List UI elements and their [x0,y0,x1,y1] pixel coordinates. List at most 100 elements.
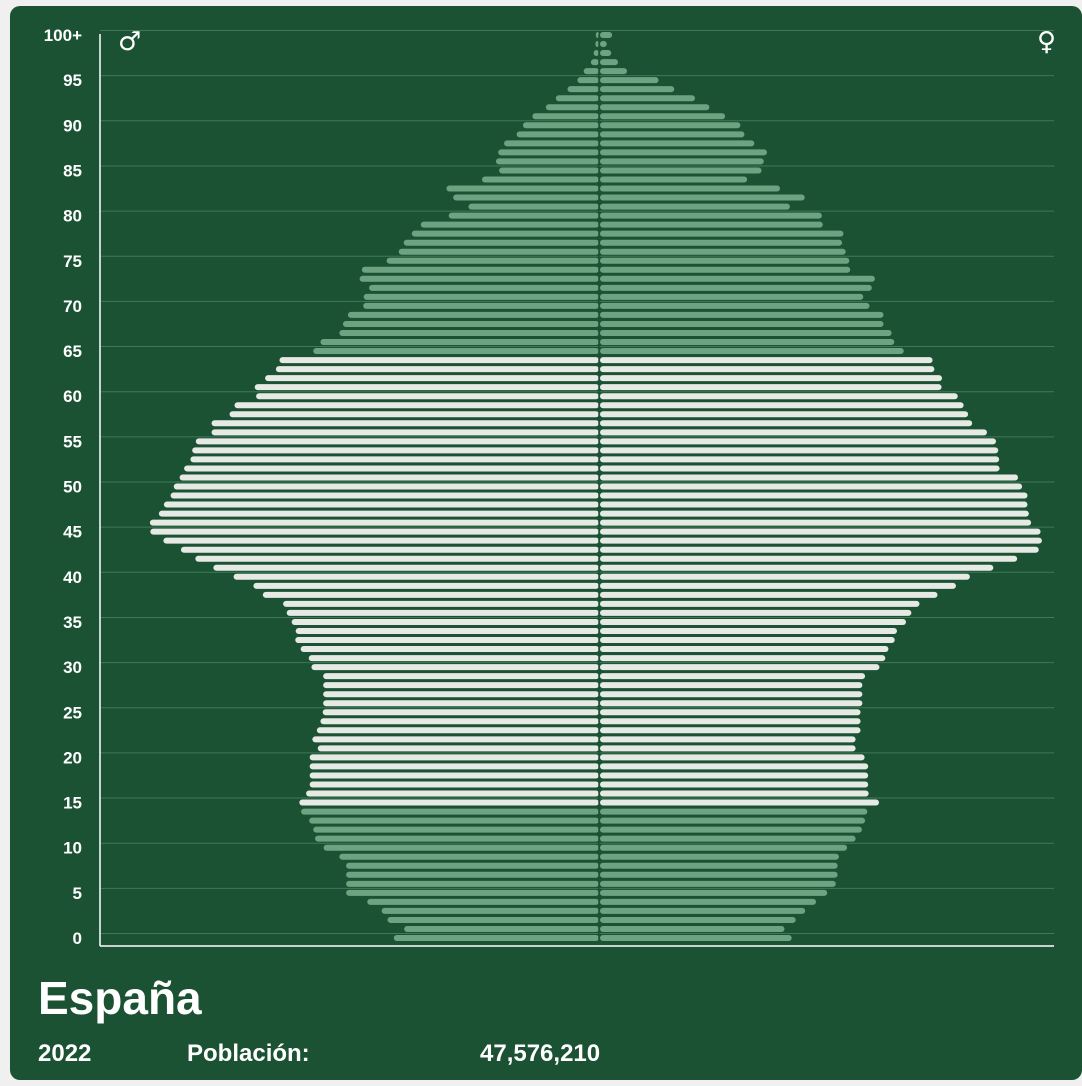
male-bar-age-75 [386,257,599,264]
female-bar-age-16 [600,790,869,797]
male-bar-age-76 [398,248,599,255]
male-bar-age-9 [339,853,599,860]
male-bar-age-51 [179,474,599,481]
female-bar-age-23 [600,727,861,734]
female-bar-age-32 [600,646,889,653]
age-tick-label-50: 50 [63,478,82,497]
male-bar-age-20 [309,754,599,761]
female-bar-age-39 [600,582,956,589]
female-bar-age-81 [600,203,790,210]
male-bar-age-47 [158,510,599,517]
male-bar-age-3 [381,907,599,914]
female-bar-age-91 [600,113,726,120]
male-bar-age-34 [295,627,599,634]
male-bar-age-87 [498,149,599,156]
male-bar-age-81 [468,203,599,210]
female-bar-age-3 [600,907,806,914]
male-bar-age-94 [567,86,599,93]
male-bar-age-33 [295,637,599,644]
age-tick-label-30: 30 [63,658,82,677]
male-bar-age-65 [313,348,599,355]
male-bar-age-8 [346,862,599,869]
female-bar-age-71 [600,293,864,300]
male-bar-age-18 [309,772,599,779]
male-bar-age-86 [495,158,599,165]
age-tick-label-20: 20 [63,748,82,767]
population-value: 47,576,210 [480,1040,601,1067]
female-bar-age-33 [600,637,895,644]
male-bar-age-55 [195,438,600,445]
male-bar-age-46 [149,519,599,526]
male-bar-age-39 [253,582,599,589]
female-bar-age-68 [600,320,884,327]
male-bar-age-7 [346,871,599,878]
male-bar-age-79 [420,221,599,228]
male-bar-age-27 [323,691,599,698]
male-bar-age-68 [342,320,599,327]
age-tick-label-95: 95 [63,71,82,90]
male-bar-age-72 [369,284,599,291]
male-bar-age-13 [309,817,599,824]
male-bar-age-80 [448,212,599,219]
male-bar-age-99 [595,41,599,48]
female-bar-age-70 [600,302,870,309]
female-bar-age-96 [600,68,627,75]
male-bar-age-10 [323,844,599,851]
male-bar-age-45 [150,528,599,535]
female-bar-age-27 [600,691,863,698]
female-bar-age-13 [600,817,866,824]
female-bar-age-85 [600,167,762,174]
female-bar-age-24 [600,718,861,725]
female-bar-age-9 [600,853,839,860]
male-bar-age-41 [213,564,599,571]
age-tick-label-90: 90 [63,116,82,135]
female-bar-age-69 [600,311,884,318]
male-bar-age-35 [291,618,599,625]
female-bar-age-76 [600,248,846,255]
female-bar-age-64 [600,357,933,364]
female-bar-age-37 [600,600,920,607]
male-bar-age-31 [308,655,599,662]
female-bar-age-94 [600,86,675,93]
female-bar-age-0 [600,935,792,941]
female-bar-age-75 [600,257,850,264]
female-bar-age-72 [600,284,872,291]
female-bar-age-98 [600,50,612,57]
male-bar-age-42 [195,555,599,562]
female-bar-age-29 [600,673,866,680]
female-bar-age-59 [600,402,964,409]
male-bar-age-74 [361,266,599,273]
female-bar-age-12 [600,826,862,833]
female-bar-age-47 [600,510,1029,517]
male-bar-age-92 [545,104,599,111]
male-bar-age-29 [323,673,599,680]
female-bar-age-80 [600,212,822,219]
female-bar-age-46 [600,519,1032,526]
age-tick-label-80: 80 [63,207,82,226]
female-bar-age-43 [600,546,1039,553]
age-tick-label-85: 85 [63,161,82,180]
female-bar-age-88 [600,140,755,147]
male-bar-age-78 [411,230,599,237]
female-bar-age-21 [600,745,856,752]
male-bar-age-71 [363,293,599,300]
female-bar-age-18 [600,772,869,779]
female-bar-age-44 [600,537,1042,544]
female-bar-age-87 [600,149,767,156]
female-bar-age-31 [600,655,886,662]
female-bar-age-4 [600,898,816,905]
male-bar-age-25 [322,709,599,716]
female-bar-age-90 [600,122,741,129]
age-tick-label-75: 75 [63,252,82,271]
age-tick-label-70: 70 [63,297,82,316]
male-bar-age-77 [403,239,599,246]
male-bar-age-6 [346,880,599,887]
female-bar-age-65 [600,348,904,355]
female-bar-age-62 [600,375,942,382]
female-bar-age-51 [600,474,1019,481]
male-bar-age-60 [256,393,599,400]
female-bar-age-5 [600,889,828,896]
female-bar-age-57 [600,420,973,427]
male-bar-age-59 [234,402,599,409]
male-bar-age-93 [555,95,599,102]
